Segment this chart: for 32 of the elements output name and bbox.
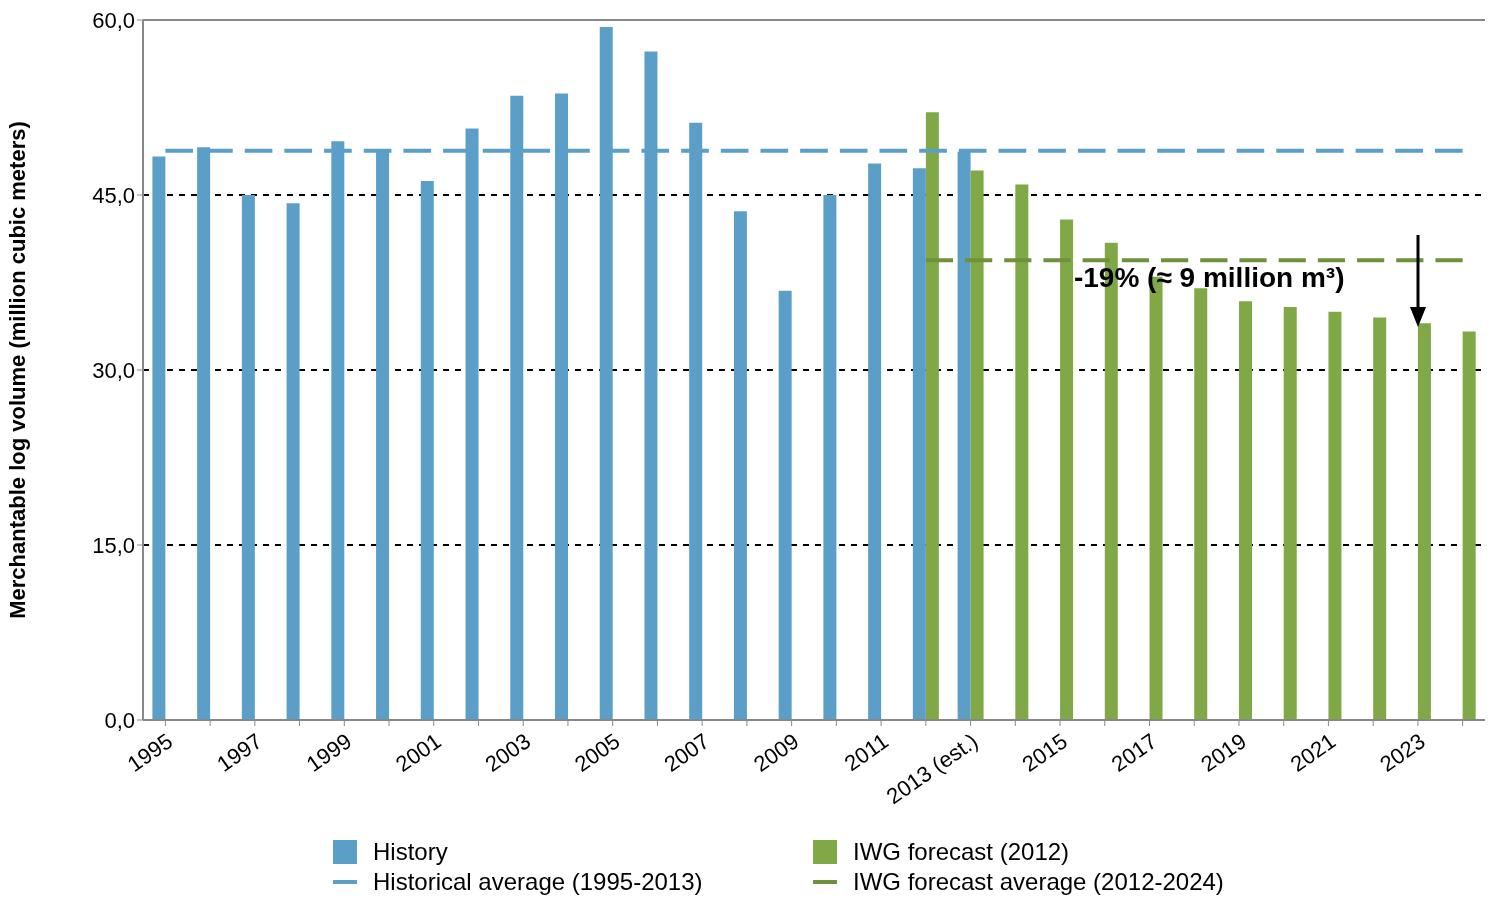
bar	[778, 290, 792, 720]
bar	[1373, 317, 1387, 720]
bar	[420, 181, 434, 720]
bar	[152, 156, 166, 720]
x-tick-label: 2021	[1285, 728, 1341, 777]
bar	[912, 168, 926, 720]
y-tick-label: 0,0	[104, 707, 135, 733]
bar	[1238, 301, 1252, 720]
y-axis-title: Merchantable log volume (million cubic meters)	[4, 121, 30, 619]
bar	[733, 211, 747, 720]
y-tick-label: 45,0	[92, 182, 135, 208]
bar	[1328, 311, 1342, 720]
legend-label: Historical average (1995-2013)	[373, 868, 703, 896]
legend-label: History	[373, 838, 448, 866]
y-tick-label: 30,0	[92, 357, 135, 383]
legend-label: IWG forecast (2012)	[853, 838, 1070, 866]
y-tick-label: 15,0	[92, 532, 135, 558]
bar	[1283, 307, 1297, 720]
bar	[1060, 219, 1074, 720]
bar	[241, 195, 255, 720]
bar	[1015, 184, 1029, 720]
x-tick-label: 2001	[391, 728, 446, 777]
bar	[286, 203, 300, 720]
legend-label: IWG forecast average (2012-2024)	[853, 868, 1224, 896]
x-tick-label: 2011	[839, 728, 893, 777]
bar	[823, 195, 837, 720]
bar	[1462, 331, 1476, 720]
bar	[868, 163, 882, 720]
bar	[970, 170, 984, 720]
bar	[925, 112, 939, 720]
y-tick-label: 60,0	[92, 7, 135, 33]
bar	[1194, 288, 1208, 720]
